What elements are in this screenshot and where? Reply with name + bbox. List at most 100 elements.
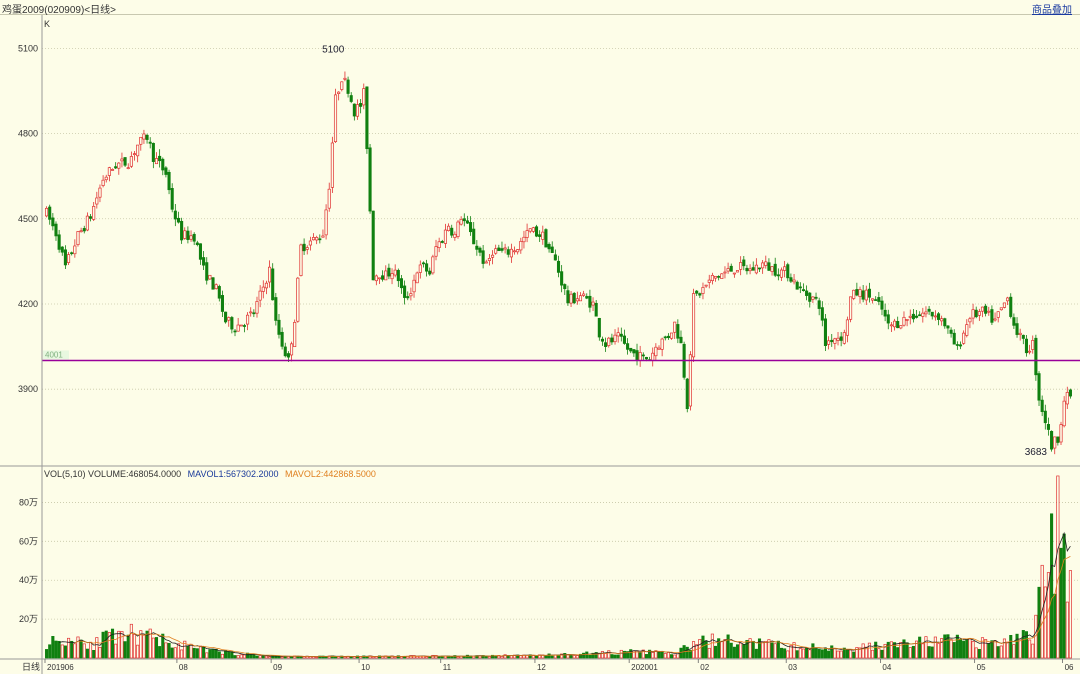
volume-bar xyxy=(101,631,105,659)
candle-body xyxy=(845,319,849,336)
volume-bar xyxy=(827,650,831,659)
candle-body xyxy=(676,324,680,339)
volume-bar xyxy=(798,648,802,659)
candle-body xyxy=(849,296,853,320)
kline-chart[interactable]: K 5100 4800 4500 4200 3900 4001 5100 3683 VO… xyxy=(0,15,1080,674)
candle-body xyxy=(965,324,969,336)
candle-body xyxy=(899,325,903,329)
volume-bar xyxy=(839,650,843,659)
volume-bar xyxy=(936,643,941,659)
volume-bar xyxy=(139,630,143,659)
candle-body xyxy=(575,298,579,302)
xaxis-label: 201906 xyxy=(47,663,74,672)
candle-body xyxy=(528,228,532,232)
candle-body xyxy=(195,242,199,245)
volume-bar xyxy=(1009,634,1013,659)
volume-bar xyxy=(550,655,554,659)
candle-body xyxy=(161,158,165,171)
candle-body xyxy=(889,324,893,327)
volume-bar xyxy=(88,641,93,659)
volume-bar xyxy=(820,649,824,659)
volume-bar xyxy=(343,656,347,659)
volume-bar xyxy=(220,653,224,659)
candle-body xyxy=(905,319,909,321)
candle-body xyxy=(447,225,451,232)
volume-bar xyxy=(63,645,67,659)
volume-bar xyxy=(1053,593,1057,659)
chart-title: 鸡蛋2009(020909)<日线> xyxy=(2,5,116,16)
candle-body xyxy=(1059,424,1063,443)
xaxis-label: 11 xyxy=(443,663,452,672)
candle-body xyxy=(406,296,410,299)
candle-body xyxy=(230,317,234,330)
volume-bar xyxy=(629,649,633,659)
candle-body xyxy=(421,262,425,265)
candle-body xyxy=(792,279,796,283)
candle-body xyxy=(600,338,605,342)
volume-bar xyxy=(183,640,187,659)
volume-bar xyxy=(51,636,55,659)
candle-body xyxy=(770,266,774,272)
candle-body xyxy=(289,343,294,356)
candle-body xyxy=(525,230,529,238)
candle-body xyxy=(268,266,272,283)
candle-body xyxy=(789,277,793,282)
candle-body xyxy=(497,247,501,252)
volume-bar xyxy=(136,644,140,659)
volume-bar xyxy=(415,656,419,659)
volume-bar xyxy=(578,653,583,659)
volume-bar xyxy=(638,652,642,659)
candle-body xyxy=(874,299,878,301)
volume-bar xyxy=(883,643,887,659)
candle-body xyxy=(839,336,843,341)
candle-body xyxy=(949,329,953,334)
candle-body xyxy=(349,95,353,102)
volume-bar xyxy=(85,648,89,659)
volume-bar xyxy=(45,649,49,659)
volume-bar xyxy=(761,641,765,659)
overlay-commodity-button[interactable]: 商品叠加 xyxy=(1032,5,1072,16)
candle-body xyxy=(371,210,375,281)
volume-bar xyxy=(126,634,130,659)
volume-bar xyxy=(437,656,441,659)
candle-body xyxy=(896,321,900,329)
volume-bar xyxy=(255,655,259,659)
xaxis-label: 04 xyxy=(882,663,891,672)
candle-body xyxy=(220,295,224,312)
volume-bar xyxy=(814,647,818,659)
volume-bar xyxy=(180,649,184,659)
volume-bar xyxy=(582,652,586,659)
candle-body xyxy=(560,271,564,286)
xaxis-label: 06 xyxy=(1065,663,1074,672)
volume-bar xyxy=(264,655,268,659)
volume-bar xyxy=(940,638,944,659)
candle-body xyxy=(751,267,755,271)
xaxis-label: 12 xyxy=(537,663,546,672)
candle-body xyxy=(308,240,312,246)
volume-bar xyxy=(67,637,71,659)
candle-body xyxy=(198,243,203,260)
candle-body xyxy=(192,233,196,242)
volume-bar xyxy=(902,639,906,659)
price-panel-label: K xyxy=(44,19,50,29)
volume-bar xyxy=(176,643,181,659)
volume-bar xyxy=(242,654,246,659)
volume-bar xyxy=(613,654,617,659)
candle-body xyxy=(252,312,256,315)
volume-bar xyxy=(82,643,86,659)
volume-bar xyxy=(877,648,881,659)
volume-bar xyxy=(333,656,338,659)
volume-bar xyxy=(252,654,256,659)
candle-body xyxy=(754,264,758,274)
candle-body xyxy=(1046,424,1050,430)
candle-body xyxy=(359,103,363,107)
candle-body xyxy=(503,247,507,250)
candle-body xyxy=(534,226,539,237)
volume-bar xyxy=(428,656,432,659)
candle-body xyxy=(924,311,928,315)
volume-bar xyxy=(403,656,407,659)
candle-body xyxy=(481,250,485,264)
volume-bar xyxy=(833,648,837,659)
volume-bar xyxy=(261,655,265,659)
volume-bar xyxy=(855,647,859,659)
